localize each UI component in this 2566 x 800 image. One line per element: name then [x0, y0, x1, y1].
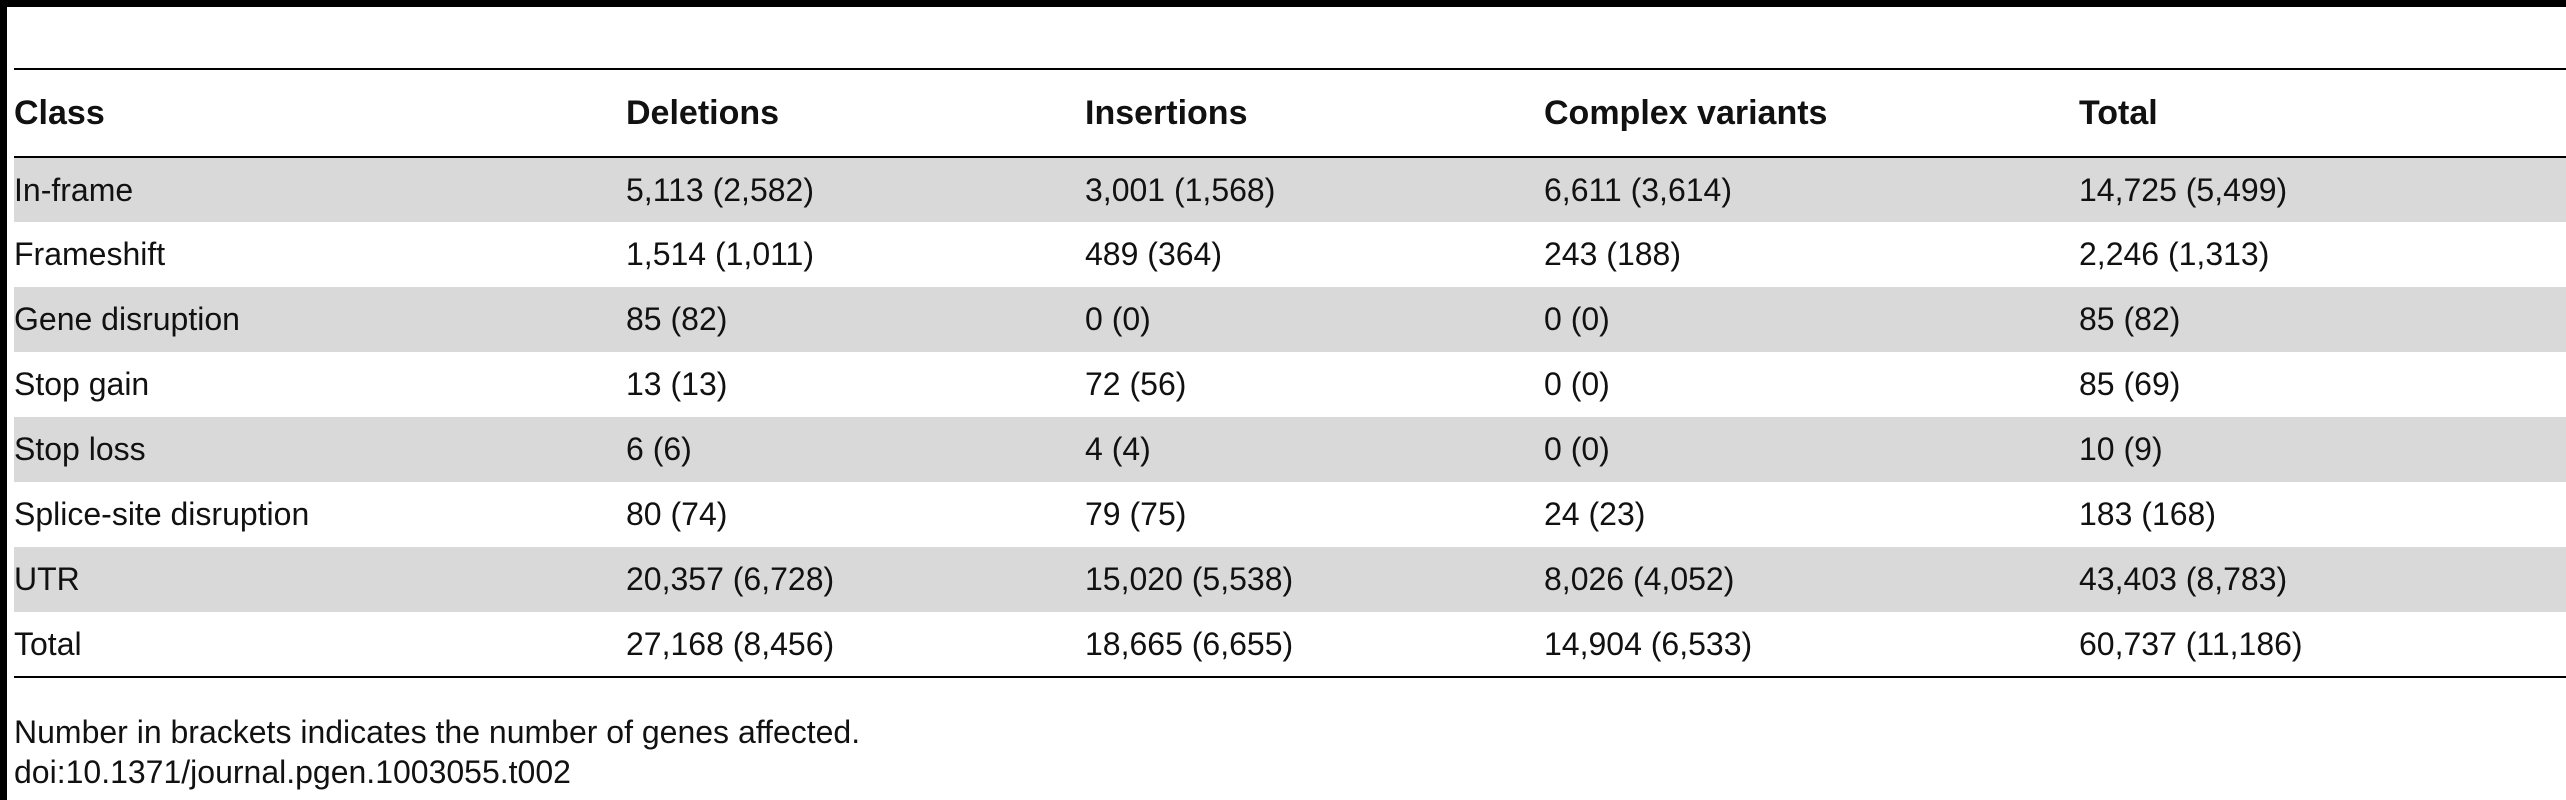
table-cell: 13 (13)	[626, 366, 728, 402]
table-cell: 14,725 (5,499)	[2079, 171, 2288, 208]
table-cell: 24 (23)	[1544, 496, 1646, 532]
table-cell: 0 (0)	[1544, 301, 1610, 337]
table-cell: 8,026 (4,052)	[1544, 561, 1735, 597]
column-header-total: Total	[2079, 93, 2158, 132]
table-cell: 20,357 (6,728)	[626, 561, 835, 597]
doi-text: doi:10.1371/journal.pgen.1003055.t002	[14, 754, 571, 790]
table-cell: In-frame	[14, 171, 134, 208]
table-row: Frameshift 1,514 (1,011) 489 (364) 243 (…	[14, 222, 2566, 287]
table-cell: 43,403 (8,783)	[2079, 561, 2288, 597]
table-cell: 27,168 (8,456)	[626, 625, 835, 662]
table-row: Stop loss 6 (6) 4 (4) 0 (0) 10 (9)	[14, 417, 2566, 482]
table-cell: 15,020 (5,538)	[1085, 561, 1294, 597]
table-cell: 2,246 (1,313)	[2079, 236, 2270, 272]
table-cell: 85 (82)	[626, 301, 728, 337]
table-cell: 6 (6)	[626, 431, 692, 467]
table-row: Total 27,168 (8,456) 18,665 (6,655) 14,9…	[14, 612, 2566, 677]
table-cell: 0 (0)	[1085, 301, 1151, 337]
table-cell: 14,904 (6,533)	[1544, 625, 1753, 662]
column-header-complex-variants: Complex variants	[1544, 93, 1828, 132]
table-cell: 85 (82)	[2079, 301, 2181, 337]
table-cell: 80 (74)	[626, 496, 728, 532]
table-header-row: Class Deletions Insertions Complex varia…	[14, 69, 2566, 157]
table-cell: 79 (75)	[1085, 496, 1187, 532]
table-cell: 6,611 (3,614)	[1544, 171, 1732, 208]
table-cell: 0 (0)	[1544, 366, 1610, 402]
left-border-rule	[0, 0, 7, 800]
table-container: Class Deletions Insertions Complex varia…	[14, 68, 2566, 678]
table-cell: 3,001 (1,568)	[1085, 171, 1276, 208]
table-cell: Gene disruption	[14, 301, 240, 337]
table-cell: Stop loss	[14, 431, 146, 467]
table-footnote: Number in brackets indicates the number …	[14, 712, 860, 792]
table-cell: Total	[14, 625, 82, 662]
table-row: UTR 20,357 (6,728) 15,020 (5,538) 8,026 …	[14, 547, 2566, 612]
table-cell: 1,514 (1,011)	[626, 236, 814, 272]
column-header-insertions: Insertions	[1085, 93, 1248, 132]
variants-table: Class Deletions Insertions Complex varia…	[14, 68, 2566, 678]
table-cell: Stop gain	[14, 366, 150, 402]
table-cell: 4 (4)	[1085, 431, 1151, 467]
table-cell: 72 (56)	[1085, 366, 1187, 402]
table-row: In-frame 5,113 (2,582) 3,001 (1,568) 6,6…	[14, 157, 2566, 222]
table-row: Gene disruption 85 (82) 0 (0) 0 (0) 85 (…	[14, 287, 2566, 352]
table-cell: 85 (69)	[2079, 366, 2181, 402]
table-cell: Splice-site disruption	[14, 496, 310, 532]
table-cell: 5,113 (2,582)	[626, 171, 814, 208]
table-cell: 243 (188)	[1544, 236, 1681, 272]
table-row: Stop gain 13 (13) 72 (56) 0 (0) 85 (69)	[14, 352, 2566, 417]
table-row: Splice-site disruption 80 (74) 79 (75) 2…	[14, 482, 2566, 547]
footnote-text: Number in brackets indicates the number …	[14, 714, 861, 750]
table-cell: 489 (364)	[1085, 236, 1222, 272]
table-cell: Frameshift	[14, 236, 166, 272]
top-border-rule	[0, 0, 2566, 7]
table-cell: 10 (9)	[2079, 431, 2163, 467]
column-header-class: Class	[14, 93, 105, 132]
table-cell: 0 (0)	[1544, 431, 1610, 467]
table-cell: 60,737 (11,186)	[2079, 625, 2303, 662]
table-cell: 18,665 (6,655)	[1085, 625, 1294, 662]
column-header-deletions: Deletions	[626, 93, 780, 132]
table-cell: UTR	[14, 561, 80, 597]
table-cell: 183 (168)	[2079, 496, 2216, 532]
